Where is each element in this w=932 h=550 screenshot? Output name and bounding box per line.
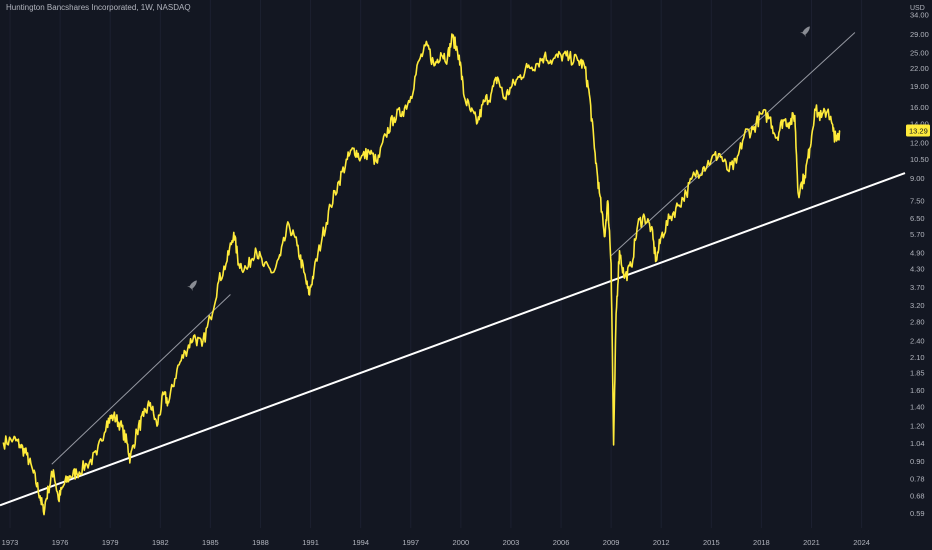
y-tick-label: 2.10 [910, 353, 925, 362]
x-tick-label: 2012 [653, 538, 670, 547]
x-tick-label: 2009 [603, 538, 620, 547]
y-tick-label: 7.50 [910, 196, 925, 205]
x-tick-label: 1985 [202, 538, 219, 547]
y-tick-label: 12.00 [910, 139, 929, 148]
rocket-icon [800, 26, 810, 38]
y-tick-label: 0.78 [910, 475, 925, 484]
x-tick-label: 2000 [453, 538, 470, 547]
thin-trendline [51, 294, 231, 465]
x-tick-label: 1991 [302, 538, 319, 547]
y-axis-unit: USD [910, 5, 925, 12]
y-tick-label: 3.70 [910, 283, 925, 292]
x-tick-label: 2003 [503, 538, 520, 547]
y-tick-label: 1.85 [910, 368, 925, 377]
x-tick-label: 1988 [252, 538, 269, 547]
y-tick-label: 1.04 [910, 439, 925, 448]
last-price-label: 13.29 [909, 126, 928, 135]
y-tick-label: 10.50 [910, 155, 929, 164]
x-tick-label: 1997 [402, 538, 419, 547]
y-tick-label: 3.20 [910, 301, 925, 310]
y-tick-label: 1.20 [910, 422, 925, 431]
x-tick-label: 2021 [803, 538, 820, 547]
thin-trendline [610, 32, 856, 257]
y-tick-label: 19.00 [910, 82, 929, 91]
y-tick-label: 2.40 [910, 336, 925, 345]
x-tick-label: 1976 [52, 538, 69, 547]
y-tick-label: 1.40 [910, 403, 925, 412]
y-tick-label: 29.00 [910, 30, 929, 39]
y-tick-label: 0.90 [910, 457, 925, 466]
x-tick-label: 1979 [102, 538, 119, 547]
y-tick-label: 9.00 [910, 174, 925, 183]
vertical-gridlines [9, 0, 863, 528]
x-tick-label: 1973 [2, 538, 19, 547]
x-tick-label: 2015 [703, 538, 720, 547]
x-tick-label: 2006 [553, 538, 570, 547]
y-tick-label: 4.90 [910, 249, 925, 258]
x-tick-label: 2024 [853, 538, 870, 547]
last-price-badge [906, 124, 930, 137]
x-tick-label: 1982 [152, 538, 169, 547]
y-tick-label: 0.59 [910, 509, 925, 518]
y-tick-label: 2.80 [910, 317, 925, 326]
y-tick-label: 34.00 [910, 11, 929, 20]
main-trendline [0, 172, 906, 507]
x-tick-label: 1994 [352, 538, 369, 547]
y-tick-label: 6.50 [910, 214, 925, 223]
y-tick-label: 0.68 [910, 491, 925, 500]
y-axis-labels: 34.00 29.00 25.00 22.00 19.00 16.00 14.00 12.00… [906, 11, 930, 518]
x-axis-labels: 1973 1976 1979 1982 1985 1988 1991 1994 1997 2000… [2, 538, 870, 547]
y-tick-label: 25.00 [910, 48, 929, 57]
rocket-icon [187, 280, 197, 292]
price-line [2, 33, 841, 516]
price-series [2, 33, 841, 516]
y-tick-label: 22.00 [910, 64, 929, 73]
y-tick-label: 14.00 [910, 120, 929, 129]
x-tick-label: 2018 [753, 538, 770, 547]
trendlines [0, 32, 906, 507]
y-tick-label: 4.30 [910, 265, 925, 274]
y-tick-label: 1.60 [910, 386, 925, 395]
y-tick-label: 5.70 [910, 230, 925, 239]
y-tick-label: 16.00 [910, 103, 929, 112]
chart-title: Huntington Bancshares Incorporated, 1W, … [6, 3, 191, 12]
